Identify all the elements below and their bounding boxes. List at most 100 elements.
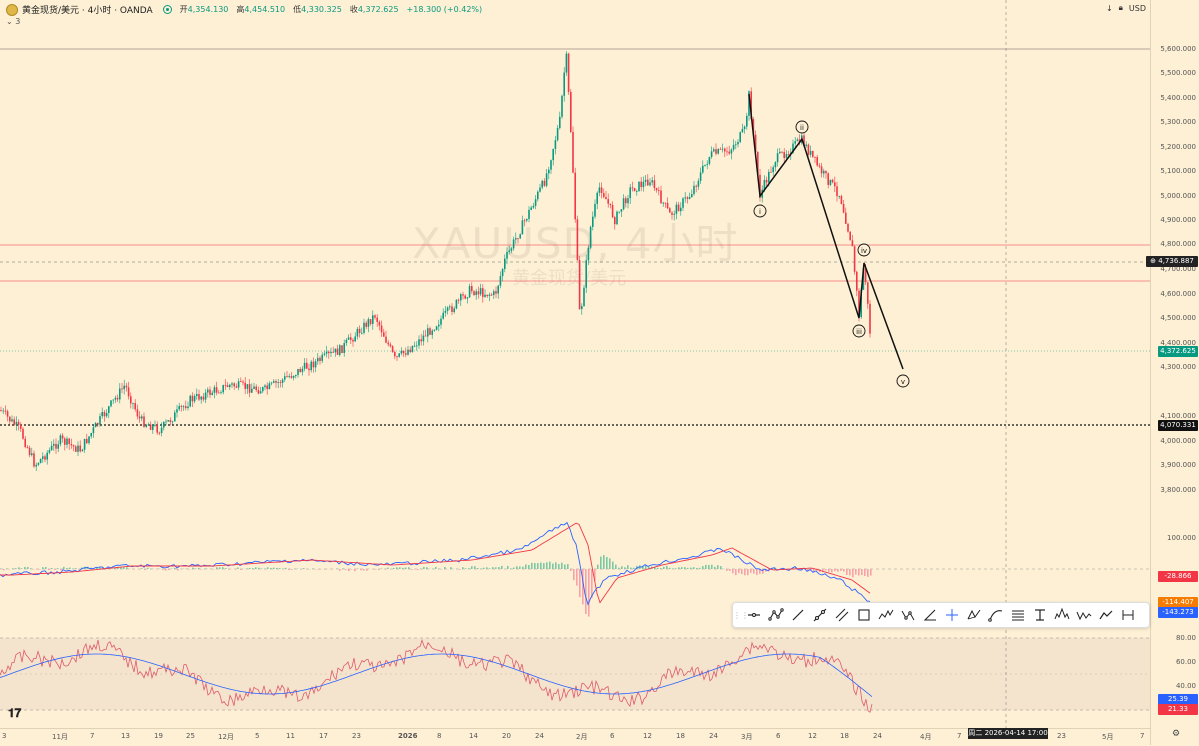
settings-gear-icon[interactable]: ⚙ (1172, 729, 1180, 739)
head-shoulders-tool-icon[interactable] (1051, 605, 1073, 625)
macd-histogram-bar (393, 568, 395, 569)
candle-body (867, 282, 869, 304)
candle-body (77, 446, 79, 452)
candle-body (656, 188, 658, 190)
elliott-label-i[interactable]: i (754, 205, 766, 217)
candle-body (236, 386, 238, 387)
rectangle-tool-icon[interactable] (853, 605, 875, 625)
candle-body (86, 439, 88, 443)
macd-histogram-bar (603, 555, 605, 569)
macd-histogram-bar (363, 569, 365, 571)
candle-body (526, 219, 528, 221)
candle-body (163, 422, 165, 428)
candle-body (306, 363, 308, 369)
macd-histogram-bar (744, 569, 746, 575)
trend-angle-tool-icon[interactable] (919, 605, 941, 625)
elliott-label-iv[interactable]: iv (858, 244, 870, 256)
macd-histogram-bar (561, 563, 563, 569)
trend-line-tool-icon[interactable] (787, 605, 809, 625)
candle-body (423, 336, 425, 342)
candle-body (508, 251, 510, 252)
elliott-correction-tool-icon[interactable] (897, 605, 919, 625)
path-tool-icon[interactable] (1095, 605, 1117, 625)
elliott-label-ii[interactable]: ii (796, 121, 808, 133)
tradingview-logo[interactable]: 𝟏𝟕 (8, 706, 21, 721)
candle-body (238, 381, 240, 387)
candle-body (414, 346, 416, 347)
macd-histogram-bar (288, 569, 290, 570)
elliott-wave-line[interactable] (749, 94, 903, 369)
elliott-triangle-tool-icon[interactable] (1073, 605, 1095, 625)
macd-histogram-bar (837, 569, 839, 572)
macd-histogram-bar (534, 563, 536, 569)
macd-histogram-bar (612, 562, 614, 569)
candle-body (561, 96, 563, 117)
candle-body (726, 151, 728, 152)
macd-histogram-bar (540, 563, 542, 569)
price-axis[interactable]: 5,600.000 5,500.000 5,400.000 5,300.000 … (1150, 0, 1199, 745)
candle-body (825, 171, 827, 173)
candle-body (458, 300, 460, 301)
candle-body (211, 393, 213, 395)
ray-tool-icon[interactable] (809, 605, 831, 625)
macd-histogram-bar (555, 562, 557, 569)
macd-histogram-bar (684, 567, 686, 569)
curve-tool-icon[interactable] (985, 605, 1007, 625)
abc-pattern-tool-icon[interactable] (765, 605, 787, 625)
horizontal-line-tool-icon[interactable] (743, 605, 765, 625)
macd-histogram-bar (840, 569, 842, 571)
candle-body (735, 144, 737, 145)
elliott-label-iii[interactable]: iii (853, 325, 865, 337)
candle-body (35, 465, 37, 467)
fib-retracement-tool-icon[interactable] (1007, 605, 1029, 625)
candle-body (368, 319, 370, 327)
candle-body (121, 388, 123, 389)
candle-body (143, 416, 145, 426)
macd-histogram-bar (246, 568, 248, 569)
candle-body (438, 325, 440, 327)
candle-body (502, 269, 504, 276)
candle-body (284, 376, 286, 379)
candle-body (93, 427, 95, 433)
text-tool-icon[interactable] (1029, 605, 1051, 625)
candle-body (728, 152, 730, 154)
candle-body (291, 376, 293, 378)
candle-body (607, 199, 609, 204)
elliott-label-v[interactable]: v (897, 375, 909, 387)
svg-text:iii: iii (856, 328, 862, 336)
macd-histogram-bar (273, 568, 275, 569)
xabcd-pattern-tool-icon[interactable] (963, 605, 985, 625)
candle-body (739, 132, 741, 142)
candle-body (506, 252, 508, 259)
parallel-channel-tool-icon[interactable] (831, 605, 853, 625)
macd-histogram-bar (615, 565, 617, 569)
candle-body (187, 406, 189, 408)
toolbar-drag-handle[interactable]: ⋮⋮ (733, 611, 743, 620)
candle-body (779, 152, 781, 153)
candle-body (394, 352, 396, 356)
rsi-badge: 21.33 (1158, 704, 1198, 715)
add-alert-icon[interactable]: ⊕ (1150, 257, 1156, 265)
macd-histogram-bar (858, 569, 860, 576)
candle-body (335, 349, 337, 353)
candle-body (568, 54, 570, 92)
macd-histogram-bar (729, 569, 731, 571)
candle-body (44, 456, 46, 459)
macd-histogram-bar (192, 568, 194, 569)
macd-histogram-bar (252, 568, 254, 569)
macd-histogram-bar (174, 568, 176, 569)
candle-body (297, 369, 299, 375)
macd-histogram-bar (519, 566, 521, 569)
candle-body (572, 132, 574, 173)
time-tick: 24 (873, 732, 882, 740)
macd-histogram-bar (222, 567, 224, 569)
candle-body (167, 420, 169, 421)
date-range-tool-icon[interactable] (1117, 605, 1139, 625)
elliott-impulse-tool-icon[interactable] (875, 605, 897, 625)
time-tick-year: 2026 (398, 732, 417, 740)
price-tick: 5,400.000 (1160, 94, 1196, 102)
crosshair-tool-icon[interactable] (941, 605, 963, 625)
candle-body (618, 212, 620, 213)
candle-body (409, 350, 411, 352)
rsi-tick: 40.00 (1176, 682, 1196, 690)
